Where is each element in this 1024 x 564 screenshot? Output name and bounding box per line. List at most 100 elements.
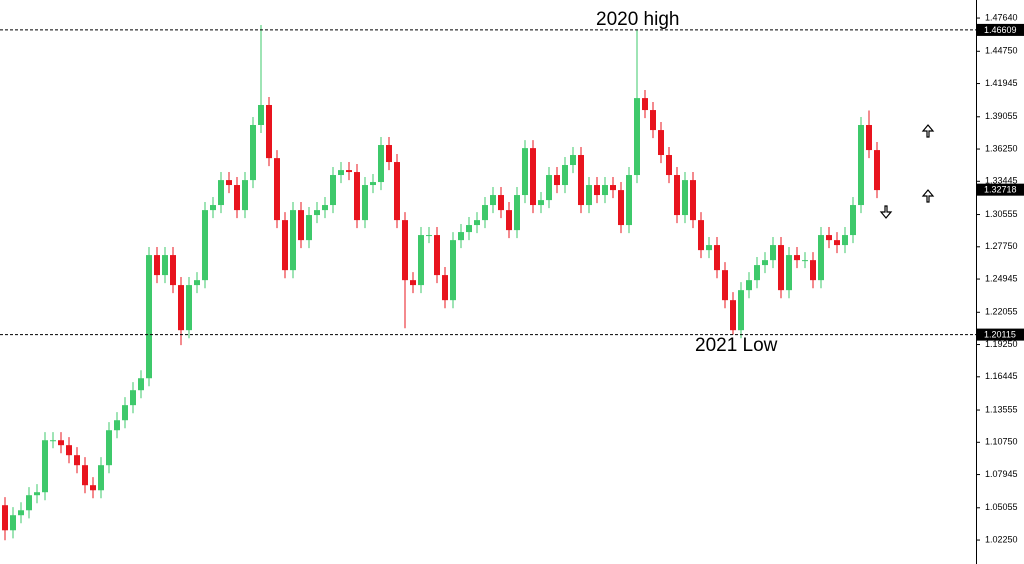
- candle-body: [10, 515, 16, 531]
- candle-body: [154, 255, 160, 276]
- candle-body: [66, 445, 72, 456]
- up-arrow: [921, 189, 935, 203]
- candle-body: [178, 285, 184, 331]
- candle-body: [434, 235, 440, 276]
- candle-body: [642, 98, 648, 111]
- candle-body: [730, 300, 736, 331]
- candle-body: [170, 255, 176, 286]
- candle-body: [194, 280, 200, 286]
- candle-body: [490, 195, 496, 206]
- candle-body: [722, 270, 728, 301]
- candle-body: [346, 170, 352, 173]
- candle-body: [858, 125, 864, 206]
- candle-body: [42, 440, 48, 493]
- y-tick-label: 1.10750: [985, 437, 1018, 447]
- candle-body: [74, 455, 80, 466]
- candle-body: [658, 130, 664, 156]
- y-tick-label: 1.41945: [985, 78, 1018, 88]
- candle-body: [250, 125, 256, 181]
- candle-body: [2, 505, 8, 531]
- candle-body: [698, 220, 704, 251]
- candle-body: [498, 195, 504, 211]
- candle-body: [410, 280, 416, 286]
- candle-body: [90, 485, 96, 491]
- candle-body: [258, 104, 264, 126]
- candle-body: [738, 290, 744, 331]
- candle-body: [802, 260, 808, 262]
- candle-body: [354, 172, 360, 221]
- y-tick-label: 1.05055: [985, 502, 1018, 512]
- candle-body: [826, 235, 832, 241]
- y-tick-label: 1.36250: [985, 143, 1018, 153]
- candle-body: [602, 185, 608, 196]
- candle-body: [274, 158, 280, 221]
- candle-body: [666, 155, 672, 176]
- candle-body: [50, 440, 56, 442]
- current-price-box: [977, 183, 1024, 196]
- candle-body: [754, 265, 760, 281]
- candle-body: [162, 255, 168, 276]
- y-tick-label: 1.02250: [985, 534, 1018, 544]
- candle-body: [458, 232, 464, 241]
- signal-arrows: [879, 124, 935, 219]
- candle-body: [226, 180, 232, 186]
- candle-body: [330, 175, 336, 206]
- candle-body: [474, 220, 480, 226]
- y-tick-label: 1.24945: [985, 273, 1018, 283]
- up-arrow: [921, 124, 935, 138]
- annotation: 2020 high: [596, 9, 679, 30]
- candle-body: [266, 104, 272, 159]
- candle-body: [82, 465, 88, 486]
- candle-body: [714, 245, 720, 271]
- candle-body: [218, 180, 224, 206]
- candle-body: [58, 440, 64, 446]
- candle-body: [746, 280, 752, 291]
- candle-body: [650, 110, 656, 131]
- candle-body: [186, 285, 192, 331]
- price-box: [977, 328, 1024, 341]
- candle-body: [306, 215, 312, 241]
- candle-body: [634, 98, 640, 176]
- candle-body: [338, 170, 344, 176]
- candle-body: [362, 185, 368, 221]
- candle-body: [530, 148, 536, 206]
- candle-body: [538, 200, 544, 206]
- candle-body: [450, 240, 456, 301]
- current-price-label: 1.32718: [984, 185, 1017, 195]
- candle-body: [834, 240, 840, 246]
- candle-body: [786, 255, 792, 291]
- candle-body: [386, 145, 392, 163]
- candle-body: [762, 260, 768, 266]
- candle-body: [210, 205, 216, 211]
- candle-body: [578, 155, 584, 206]
- candle-body: [466, 225, 472, 233]
- y-tick-label: 1.39055: [985, 111, 1018, 121]
- candle-body: [818, 235, 824, 281]
- candle-body: [842, 235, 848, 246]
- candle-body: [114, 420, 120, 431]
- candle-body: [810, 260, 816, 281]
- candle-body: [290, 210, 296, 271]
- y-tick-label: 1.13555: [985, 404, 1018, 414]
- candle-body: [402, 220, 408, 281]
- y-tick-label: 1.33445: [985, 176, 1018, 186]
- candle-body: [570, 155, 576, 166]
- y-tick-label: 1.16445: [985, 371, 1018, 381]
- candle-body: [482, 205, 488, 221]
- candle-body: [106, 430, 112, 466]
- candle-body: [138, 378, 144, 391]
- candle-body: [418, 235, 424, 286]
- candle-body: [314, 210, 320, 216]
- candle-body: [546, 175, 552, 201]
- candle-body: [866, 125, 872, 151]
- candle-body: [794, 255, 800, 261]
- candle-body: [122, 405, 128, 421]
- price-box: [977, 23, 1024, 36]
- candle-body: [426, 235, 432, 237]
- y-tick-label: 1.44750: [985, 46, 1018, 56]
- y-tick-label: 1.47640: [985, 12, 1018, 22]
- y-tick-label: 1.19250: [985, 339, 1018, 349]
